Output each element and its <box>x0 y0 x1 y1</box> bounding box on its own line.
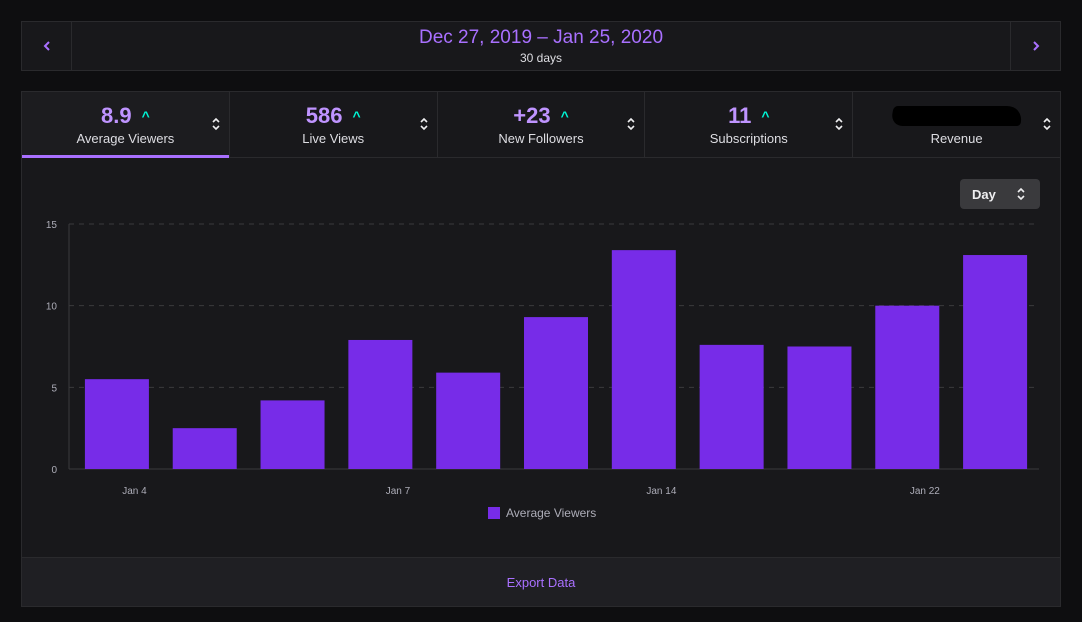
bar <box>963 255 1028 469</box>
previous-range-button[interactable] <box>22 22 72 70</box>
metric-tabs: 8.9 ^ Average Viewers 586 ^ Live Views +… <box>22 92 1060 158</box>
export-data-button[interactable]: Export Data <box>22 557 1060 606</box>
sort-icon <box>1017 187 1025 201</box>
trend-up-icon: ^ <box>560 108 569 124</box>
granularity-value: Day <box>972 186 996 202</box>
legend-label: Average Viewers <box>506 506 596 520</box>
metric-label: New Followers <box>498 131 584 146</box>
y-tick-label: 5 <box>51 383 57 394</box>
trend-up-icon: ^ <box>141 108 150 124</box>
x-tick-label: Jan 14 <box>646 486 676 497</box>
date-range-display[interactable]: Dec 27, 2019 – Jan 25, 2020 30 days <box>72 22 1010 70</box>
redacted-value <box>889 106 1024 126</box>
metric-value: 8.9 <box>101 103 132 128</box>
average-viewers-chart: 0 5 10 15 Jan 4 Jan 7 Jan 14 Jan 22 Average View… <box>46 220 1039 520</box>
sort-icon[interactable] <box>211 116 221 132</box>
x-tick-label: Jan 4 <box>122 486 147 497</box>
metric-label: Subscriptions <box>709 131 788 146</box>
y-tick-label: 10 <box>46 302 58 313</box>
sort-icon[interactable] <box>419 116 429 132</box>
chevron-left-icon <box>43 41 50 51</box>
metric-value: 586 <box>305 103 343 128</box>
granularity-select[interactable]: Day <box>960 179 1040 209</box>
x-tick-label: Jan 22 <box>910 486 940 497</box>
date-range-bar: Dec 27, 2019 – Jan 25, 2020 30 days <box>21 21 1061 71</box>
legend-swatch <box>488 507 500 519</box>
metric-value: +23 <box>513 103 551 128</box>
sort-icon[interactable] <box>834 116 844 132</box>
tab-new-followers[interactable]: +23 ^ New Followers <box>438 92 646 157</box>
tab-live-views[interactable]: 586 ^ Live Views <box>230 92 438 157</box>
bar <box>84 379 149 469</box>
bar <box>699 344 764 469</box>
next-range-button[interactable] <box>1010 22 1060 70</box>
bar <box>787 346 852 469</box>
chevron-right-icon <box>1032 41 1039 51</box>
stats-panel: 8.9 ^ Average Viewers 586 ^ Live Views +… <box>21 91 1061 607</box>
bar <box>611 250 676 469</box>
y-tick-label: 0 <box>51 465 57 476</box>
trend-up-icon: ^ <box>352 108 361 124</box>
y-tick-label: 15 <box>46 220 58 231</box>
tab-revenue[interactable]: Revenue <box>853 92 1060 157</box>
date-range-title: Dec 27, 2019 – Jan 25, 2020 <box>418 27 664 48</box>
sort-icon[interactable] <box>1042 116 1052 132</box>
tab-subscriptions[interactable]: 11 ^ Subscriptions <box>645 92 854 157</box>
metric-label: Live Views <box>302 131 365 146</box>
bar <box>436 372 501 469</box>
bar <box>348 339 413 469</box>
trend-up-icon: ^ <box>761 108 770 124</box>
tab-average-viewers[interactable]: 8.9 ^ Average Viewers <box>22 92 230 158</box>
bar <box>260 400 325 469</box>
metric-value: 11 <box>728 103 752 128</box>
metric-label: Average Viewers <box>76 131 175 146</box>
date-range-duration: 30 days <box>519 51 563 65</box>
bar <box>875 305 940 469</box>
bar <box>172 428 237 469</box>
sort-icon[interactable] <box>626 116 636 132</box>
x-tick-label: Jan 7 <box>386 486 411 497</box>
bar <box>524 317 588 469</box>
metric-label: Revenue <box>930 131 983 146</box>
